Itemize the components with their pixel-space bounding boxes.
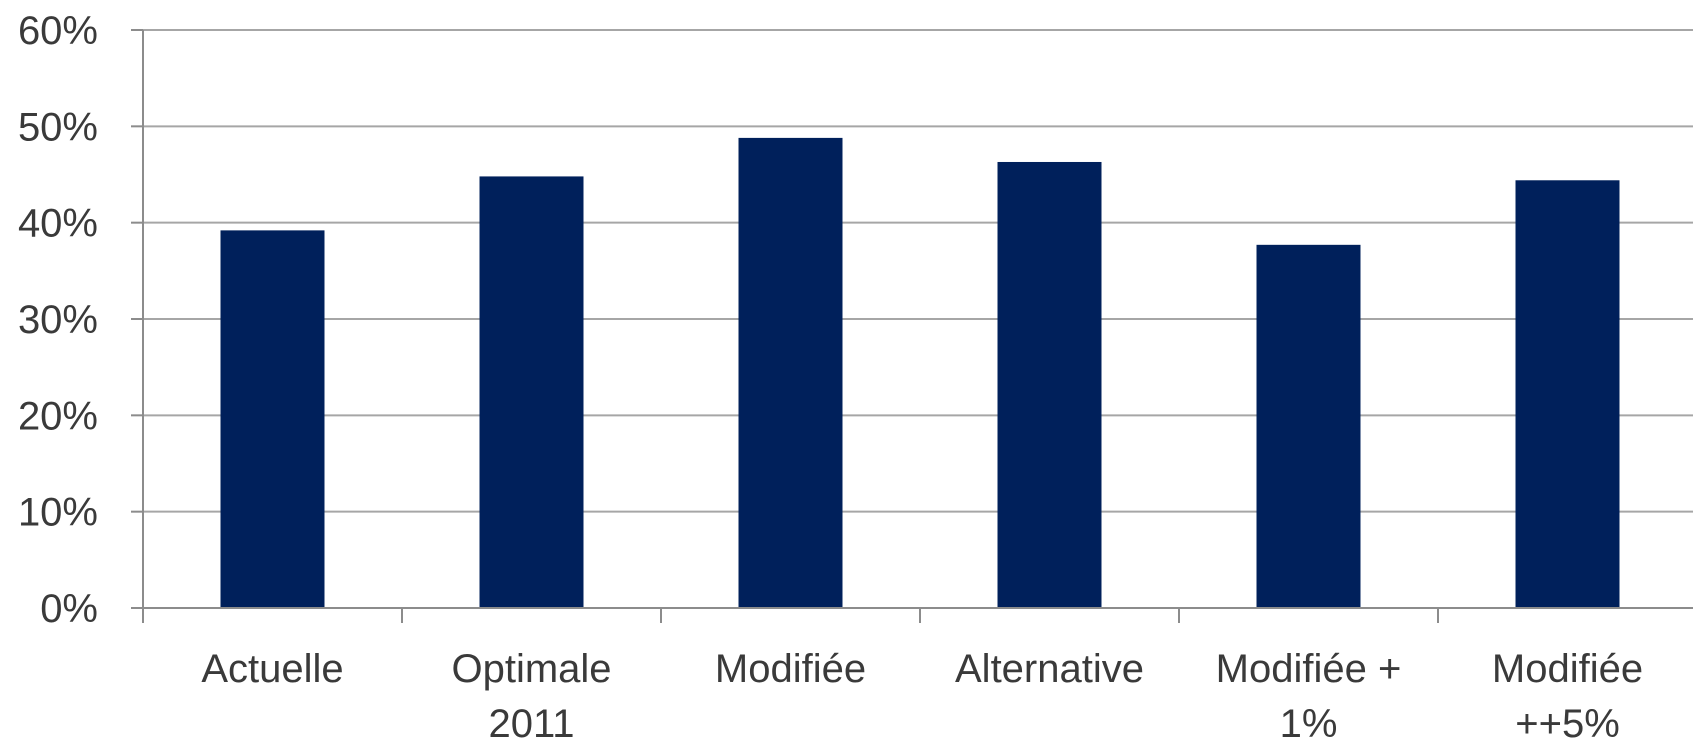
y-tick-label: 20% <box>18 394 98 438</box>
y-tick-label: 60% <box>18 9 98 53</box>
x-category-label: Optimale 2011 <box>451 647 611 746</box>
y-tick-label: 0% <box>40 587 98 631</box>
bar <box>997 161 1102 608</box>
x-category-label-line: Modifiée <box>1492 647 1643 691</box>
x-category-label-line: 2011 <box>488 702 574 746</box>
bar <box>1256 244 1361 608</box>
x-category-label: Alternative <box>955 647 1144 691</box>
x-category-label-line: Modifiée + <box>1216 647 1402 691</box>
x-category-label: Modifiée + 1% <box>1216 647 1402 746</box>
y-tick-label: 10% <box>18 491 98 535</box>
bar <box>220 230 325 608</box>
x-category-label-line: Optimale <box>451 647 611 691</box>
x-category-label: Modifiée <box>715 647 866 691</box>
y-tick-label: 40% <box>18 202 98 246</box>
bar <box>1515 180 1620 608</box>
bar <box>738 137 843 609</box>
x-category-label: Actuelle <box>201 647 343 691</box>
gridlines <box>143 29 1693 513</box>
x-category-label-line: Actuelle <box>201 647 343 691</box>
y-tick-label: 30% <box>18 298 98 342</box>
x-category-label-line: Alternative <box>955 647 1144 691</box>
y-tick-label: 50% <box>18 105 98 149</box>
x-axis-category-labels: Actuelle Optimale 2011 Modifiée Alternative M… <box>201 647 1643 746</box>
bar <box>479 176 584 608</box>
axes <box>131 29 1693 623</box>
x-category-label-line: 1% <box>1280 702 1338 746</box>
x-category-label-line: ++5% <box>1515 702 1620 746</box>
y-axis-tick-labels: 0% 10% 20% 30% 40% 50% 60% <box>18 9 98 631</box>
x-category-label-line: Modifiée <box>715 647 866 691</box>
bars <box>220 137 1620 609</box>
x-category-label: Modifiée ++5% <box>1492 647 1643 746</box>
